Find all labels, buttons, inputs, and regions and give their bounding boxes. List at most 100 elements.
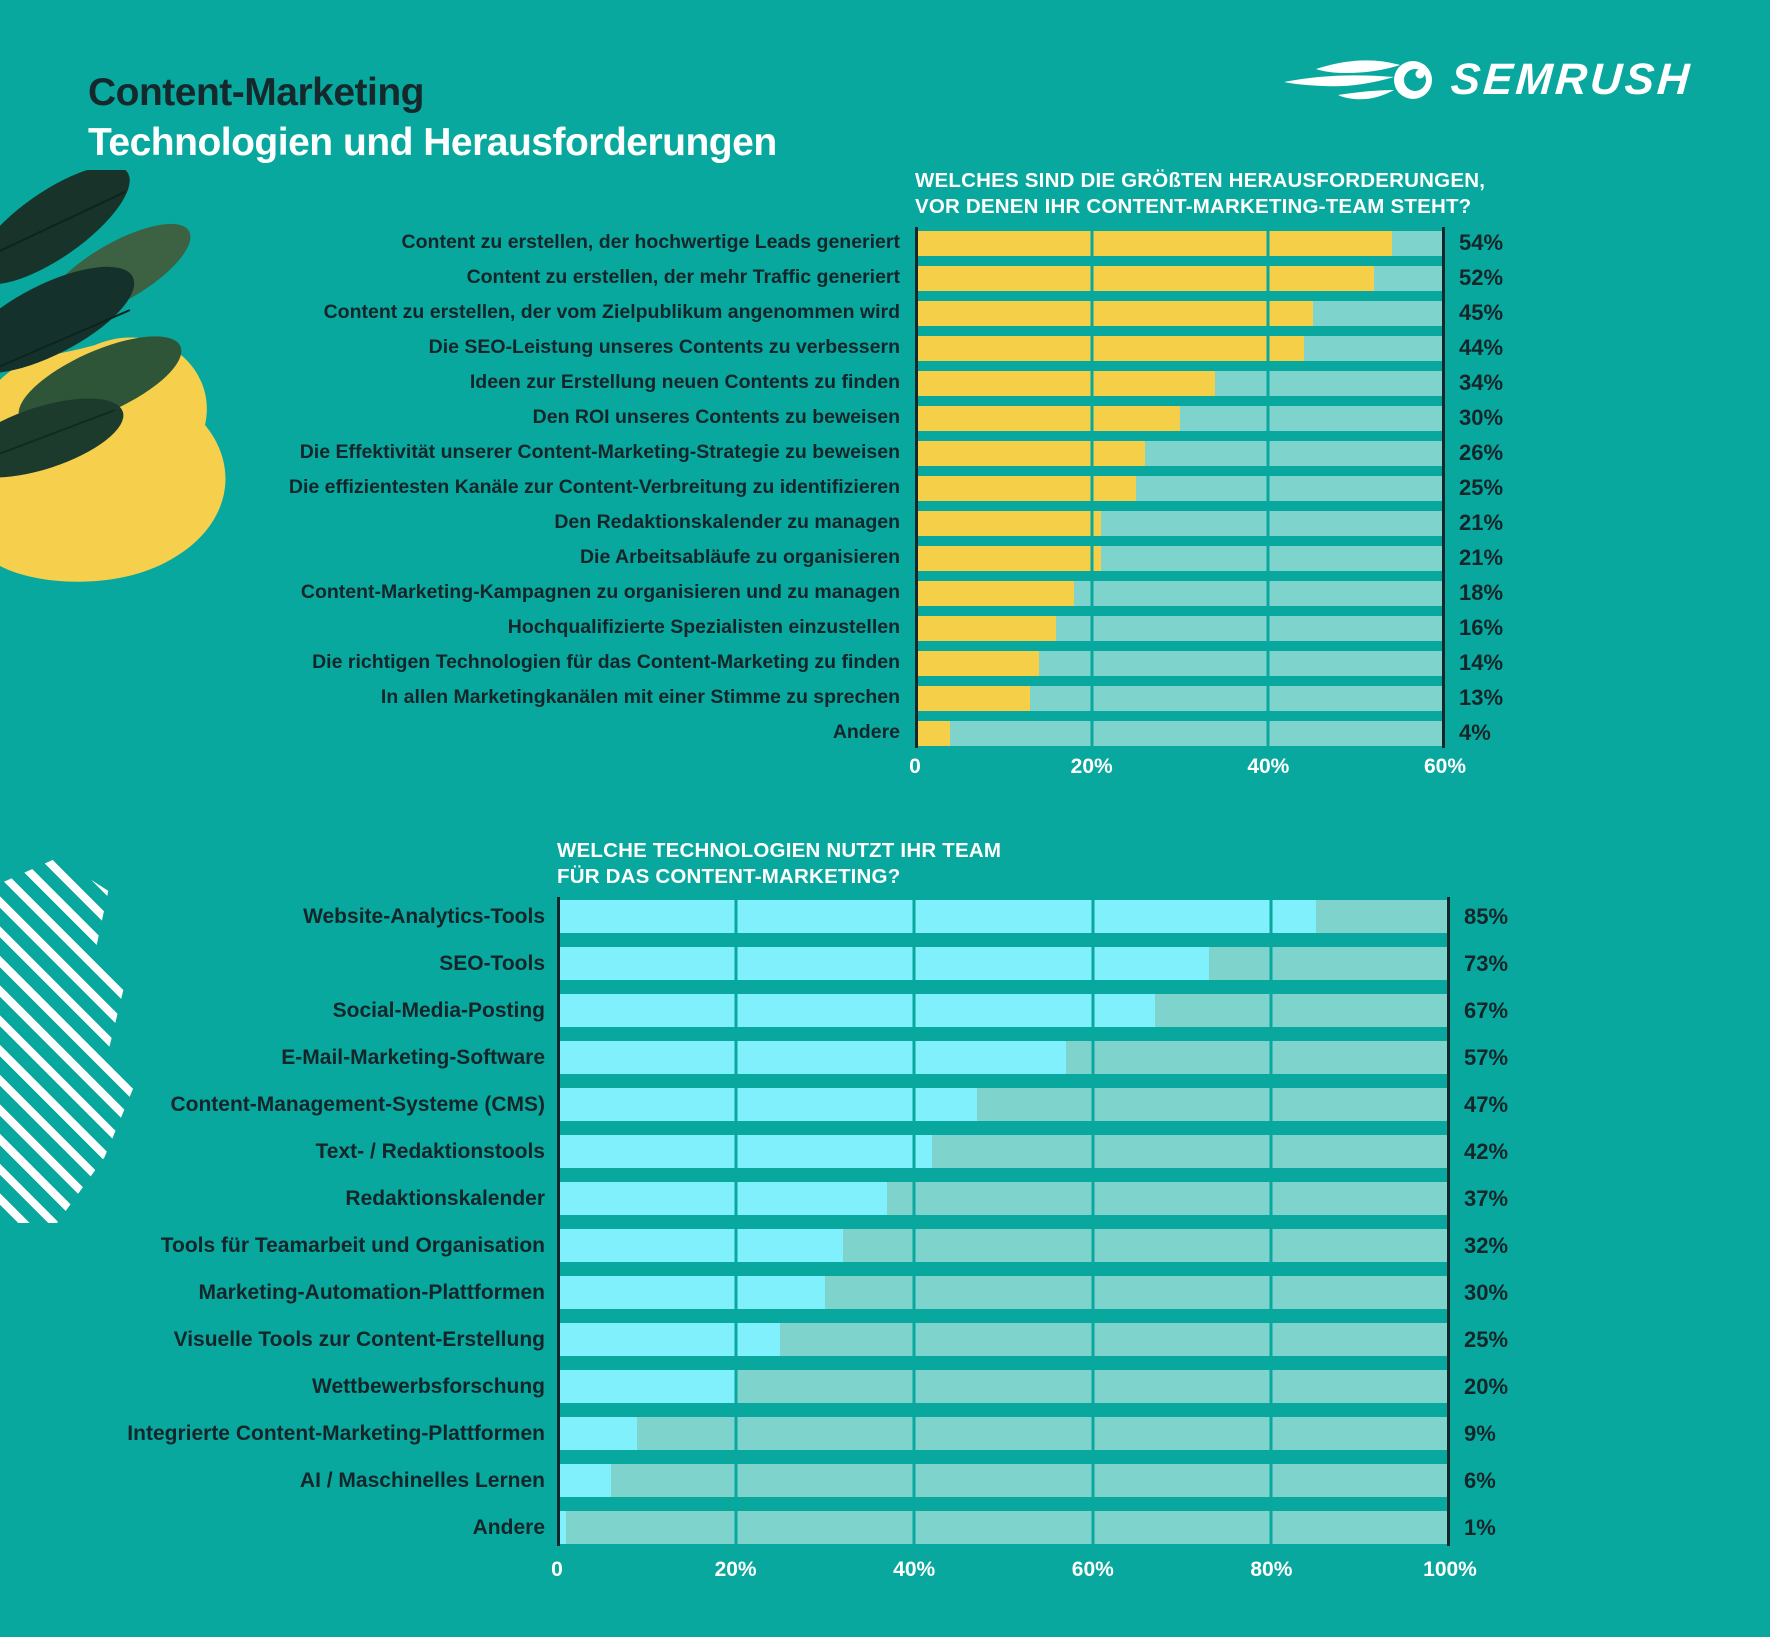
- challenges-chart-axis: 0 20% 40% 60%: [909, 755, 1466, 783]
- challenges-chart-rows: Content zu erstellen, der hochwertige Le…: [125, 227, 1504, 748]
- bar-value: 16%: [1459, 615, 1504, 640]
- bar-track: [915, 405, 1445, 431]
- bar-track: [915, 335, 1445, 361]
- bar-value: 73%: [1464, 950, 1509, 976]
- bar-value: 54%: [1459, 230, 1504, 255]
- bar-label: Hochqualifizierte Spezialisten einzustel…: [507, 616, 900, 639]
- gridline: [912, 994, 916, 1027]
- gridline: [1090, 370, 1094, 396]
- bar-value: 42%: [1464, 1138, 1509, 1164]
- gridline: [1091, 1417, 1095, 1450]
- bar-value: 30%: [1464, 1279, 1509, 1305]
- axis-tick-label: 20%: [714, 1558, 757, 1581]
- gridline: [1091, 1182, 1095, 1215]
- bar-value: 44%: [1459, 335, 1504, 360]
- gridline: [912, 1464, 916, 1497]
- bar-value: 47%: [1464, 1091, 1509, 1117]
- bar-track: [915, 230, 1445, 256]
- gridline: [1269, 1088, 1273, 1121]
- gridline: [1269, 1511, 1273, 1544]
- bar-label: Andere: [472, 1515, 545, 1539]
- gridline: [734, 900, 738, 933]
- axis-tick-label: 20%: [1070, 755, 1113, 778]
- bar-label: Content zu erstellen, der hochwertige Le…: [401, 231, 900, 254]
- gridline: [912, 1370, 916, 1403]
- bar-track: [915, 685, 1445, 711]
- bar-label: AI / Maschinelles Lernen: [299, 1468, 545, 1492]
- axis-tick-label: 100%: [1423, 1558, 1477, 1581]
- bar-track: [557, 1323, 1450, 1356]
- gridline: [912, 947, 916, 980]
- gridline: [1266, 475, 1270, 501]
- bar-track: [915, 440, 1445, 466]
- gridline: [734, 1229, 738, 1262]
- bar-fill: [915, 475, 1136, 501]
- bar-fill: [557, 1323, 781, 1356]
- bar-track: [915, 300, 1445, 326]
- gridline: [1091, 994, 1095, 1027]
- bar-label: Andere: [832, 721, 900, 744]
- chart-row: Tools für Teamarbeit und Organisation 32%: [125, 1229, 1508, 1262]
- bar-value: 9%: [1464, 1420, 1496, 1446]
- bar-track: [915, 615, 1445, 641]
- bar-track: [915, 650, 1445, 676]
- axis-tick-label: 0: [551, 1558, 563, 1581]
- bar-track: [557, 994, 1450, 1027]
- bar-value: 67%: [1464, 997, 1509, 1023]
- chart-row: Content zu erstellen, der mehr Traffic g…: [125, 265, 1503, 291]
- bar-fill: [915, 440, 1145, 466]
- gridline: [1091, 1511, 1095, 1544]
- page-title: Content-Marketing Technologien und Herau…: [88, 68, 777, 168]
- chart-row: Wettbewerbsforschung 20%: [125, 1370, 1508, 1403]
- gridline: [734, 1417, 738, 1450]
- gridline: [1090, 545, 1094, 571]
- bar-fill: [557, 1229, 843, 1262]
- bar-track: [915, 580, 1445, 606]
- gridline: [734, 1182, 738, 1215]
- gridline: [912, 1323, 916, 1356]
- gridline: [912, 1041, 916, 1074]
- chart-row: Content-Management-Systeme (CMS) 47%: [125, 1088, 1508, 1121]
- bar-fill: [557, 1370, 736, 1403]
- gridline: [1269, 900, 1273, 933]
- bar-fill: [557, 1135, 933, 1168]
- gridline: [1091, 1229, 1095, 1262]
- bar-track: [557, 1276, 1450, 1309]
- brand-wordmark: SEMRUSH: [1449, 55, 1694, 104]
- chart-row: Andere 1%: [125, 1511, 1508, 1544]
- gridline: [1090, 335, 1094, 361]
- gridline: [1266, 230, 1270, 256]
- gridline: [912, 1135, 916, 1168]
- bar-fill: [557, 900, 1317, 933]
- chart-row: Website-Analytics-Tools 85%: [125, 900, 1508, 933]
- gridline: [1269, 1464, 1273, 1497]
- bar-label: Social-Media-Posting: [332, 998, 545, 1022]
- bar-label: Ideen zur Erstellung neuen Contents zu f…: [469, 371, 900, 394]
- bar-label: SEO-Tools: [439, 951, 545, 975]
- bar-track: [557, 1464, 1450, 1497]
- bar-fill: [557, 994, 1156, 1027]
- gridline: [1266, 335, 1270, 361]
- gridline: [1091, 1323, 1095, 1356]
- bar-fill: [915, 650, 1039, 676]
- chart-row: Den Redaktionskalender zu managen 21%: [125, 510, 1503, 536]
- bar-label: Content-Marketing-Kampagnen zu organisie…: [300, 581, 900, 604]
- axis-tick-label: 60%: [1423, 755, 1467, 778]
- bar-label: Die effizientesten Kanäle zur Content-Ve…: [288, 476, 900, 499]
- bar-fill: [915, 405, 1180, 431]
- gridline: [1090, 580, 1094, 606]
- bar-value: 30%: [1459, 405, 1504, 430]
- gridline: [1266, 370, 1270, 396]
- gridline: [1266, 685, 1270, 711]
- gridline: [1269, 1182, 1273, 1215]
- gridline: [1090, 265, 1094, 291]
- chart-row: Den ROI unseres Contents zu beweisen 30%: [125, 405, 1503, 431]
- bar-label: Redaktionskalender: [345, 1186, 545, 1210]
- gridline: [1269, 1276, 1273, 1309]
- bar-fill: [915, 545, 1101, 571]
- bar-fill: [915, 265, 1375, 291]
- gridline: [1266, 265, 1270, 291]
- bar-value: 37%: [1464, 1185, 1509, 1211]
- gridline: [912, 1417, 916, 1450]
- gridline: [1266, 580, 1270, 606]
